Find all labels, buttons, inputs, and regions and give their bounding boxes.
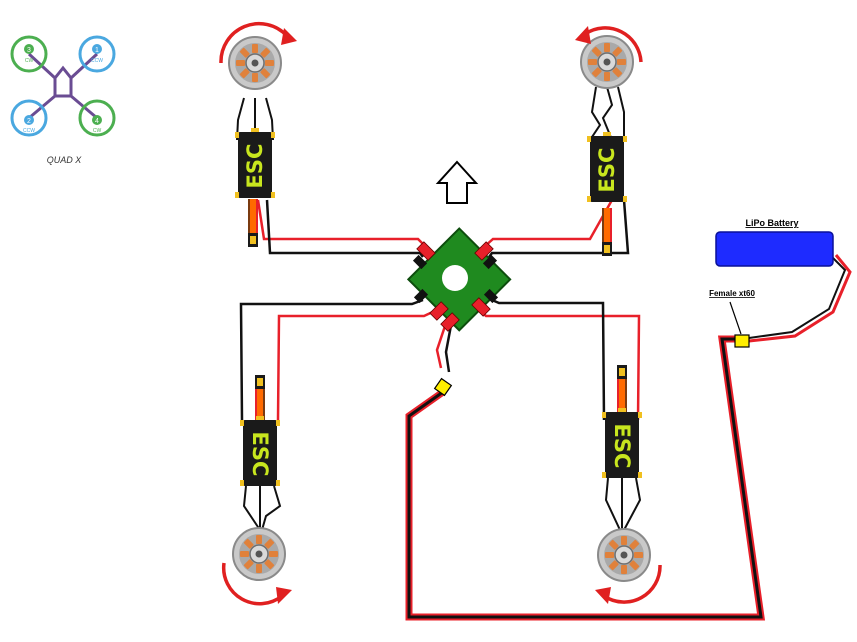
rotation-arrow-bottom-right-icon (603, 564, 662, 604)
esc-bottom-right-label: ESC (610, 424, 634, 469)
esc-top-right: ESC (587, 86, 627, 256)
legend-motor-2: 2 CCW (10, 99, 48, 137)
xt60-connector: Female xt60 (709, 289, 755, 348)
lipo-battery: LiPo Battery (715, 218, 834, 267)
rotation-arrow-bottom-left-icon (221, 562, 284, 606)
esc-top-left-label: ESC (243, 144, 267, 189)
rotation-arrow-top-left-icon (219, 21, 289, 64)
motor-bottom-right-icon (597, 528, 651, 582)
legend-motor-2-dir: CCW (23, 128, 35, 134)
legend-motor-3-number: 3 (27, 47, 31, 54)
esc-bottom-right: ESC (602, 365, 642, 531)
legend-motor-1: 1 CCW (78, 35, 116, 73)
esc-top-left: ESC (235, 97, 275, 247)
legend-motor-2-number: 2 (27, 118, 31, 125)
connector-label: Female xt60 (709, 289, 755, 298)
forward-arrow-icon (435, 160, 479, 204)
power-distribution-board (406, 227, 512, 332)
legend-motor-1-dir: CCW (91, 58, 103, 64)
motor-top-right-icon (580, 35, 634, 89)
legend-caption: QUAD X (47, 155, 83, 165)
main-power-wires (405, 254, 852, 621)
pdb-xt60-connector (433, 377, 453, 397)
motor-top-left-icon (228, 36, 282, 90)
legend-motor-4-dir: CW (93, 128, 102, 134)
legend-motor-4-number: 4 (95, 118, 99, 125)
motor-bottom-left-icon (232, 527, 286, 581)
legend-frame-icon (27, 52, 99, 120)
esc-top-right-label: ESC (595, 148, 619, 193)
legend-motor-3-dir: CW (25, 58, 34, 64)
legend-motor-1-number: 1 (95, 47, 99, 54)
legend-motor-4: 4 CW (78, 99, 116, 137)
battery-label: LiPo Battery (745, 218, 798, 228)
esc-bottom-left: ESC (240, 375, 282, 531)
rotation-arrow-top-right-icon (584, 26, 643, 63)
quad-x-legend: 3 CW 1 CCW 2 CCW 4 CW QUAD X (10, 35, 116, 165)
esc-bottom-left-label: ESC (248, 432, 272, 477)
legend-motor-3: 3 CW (10, 35, 48, 73)
